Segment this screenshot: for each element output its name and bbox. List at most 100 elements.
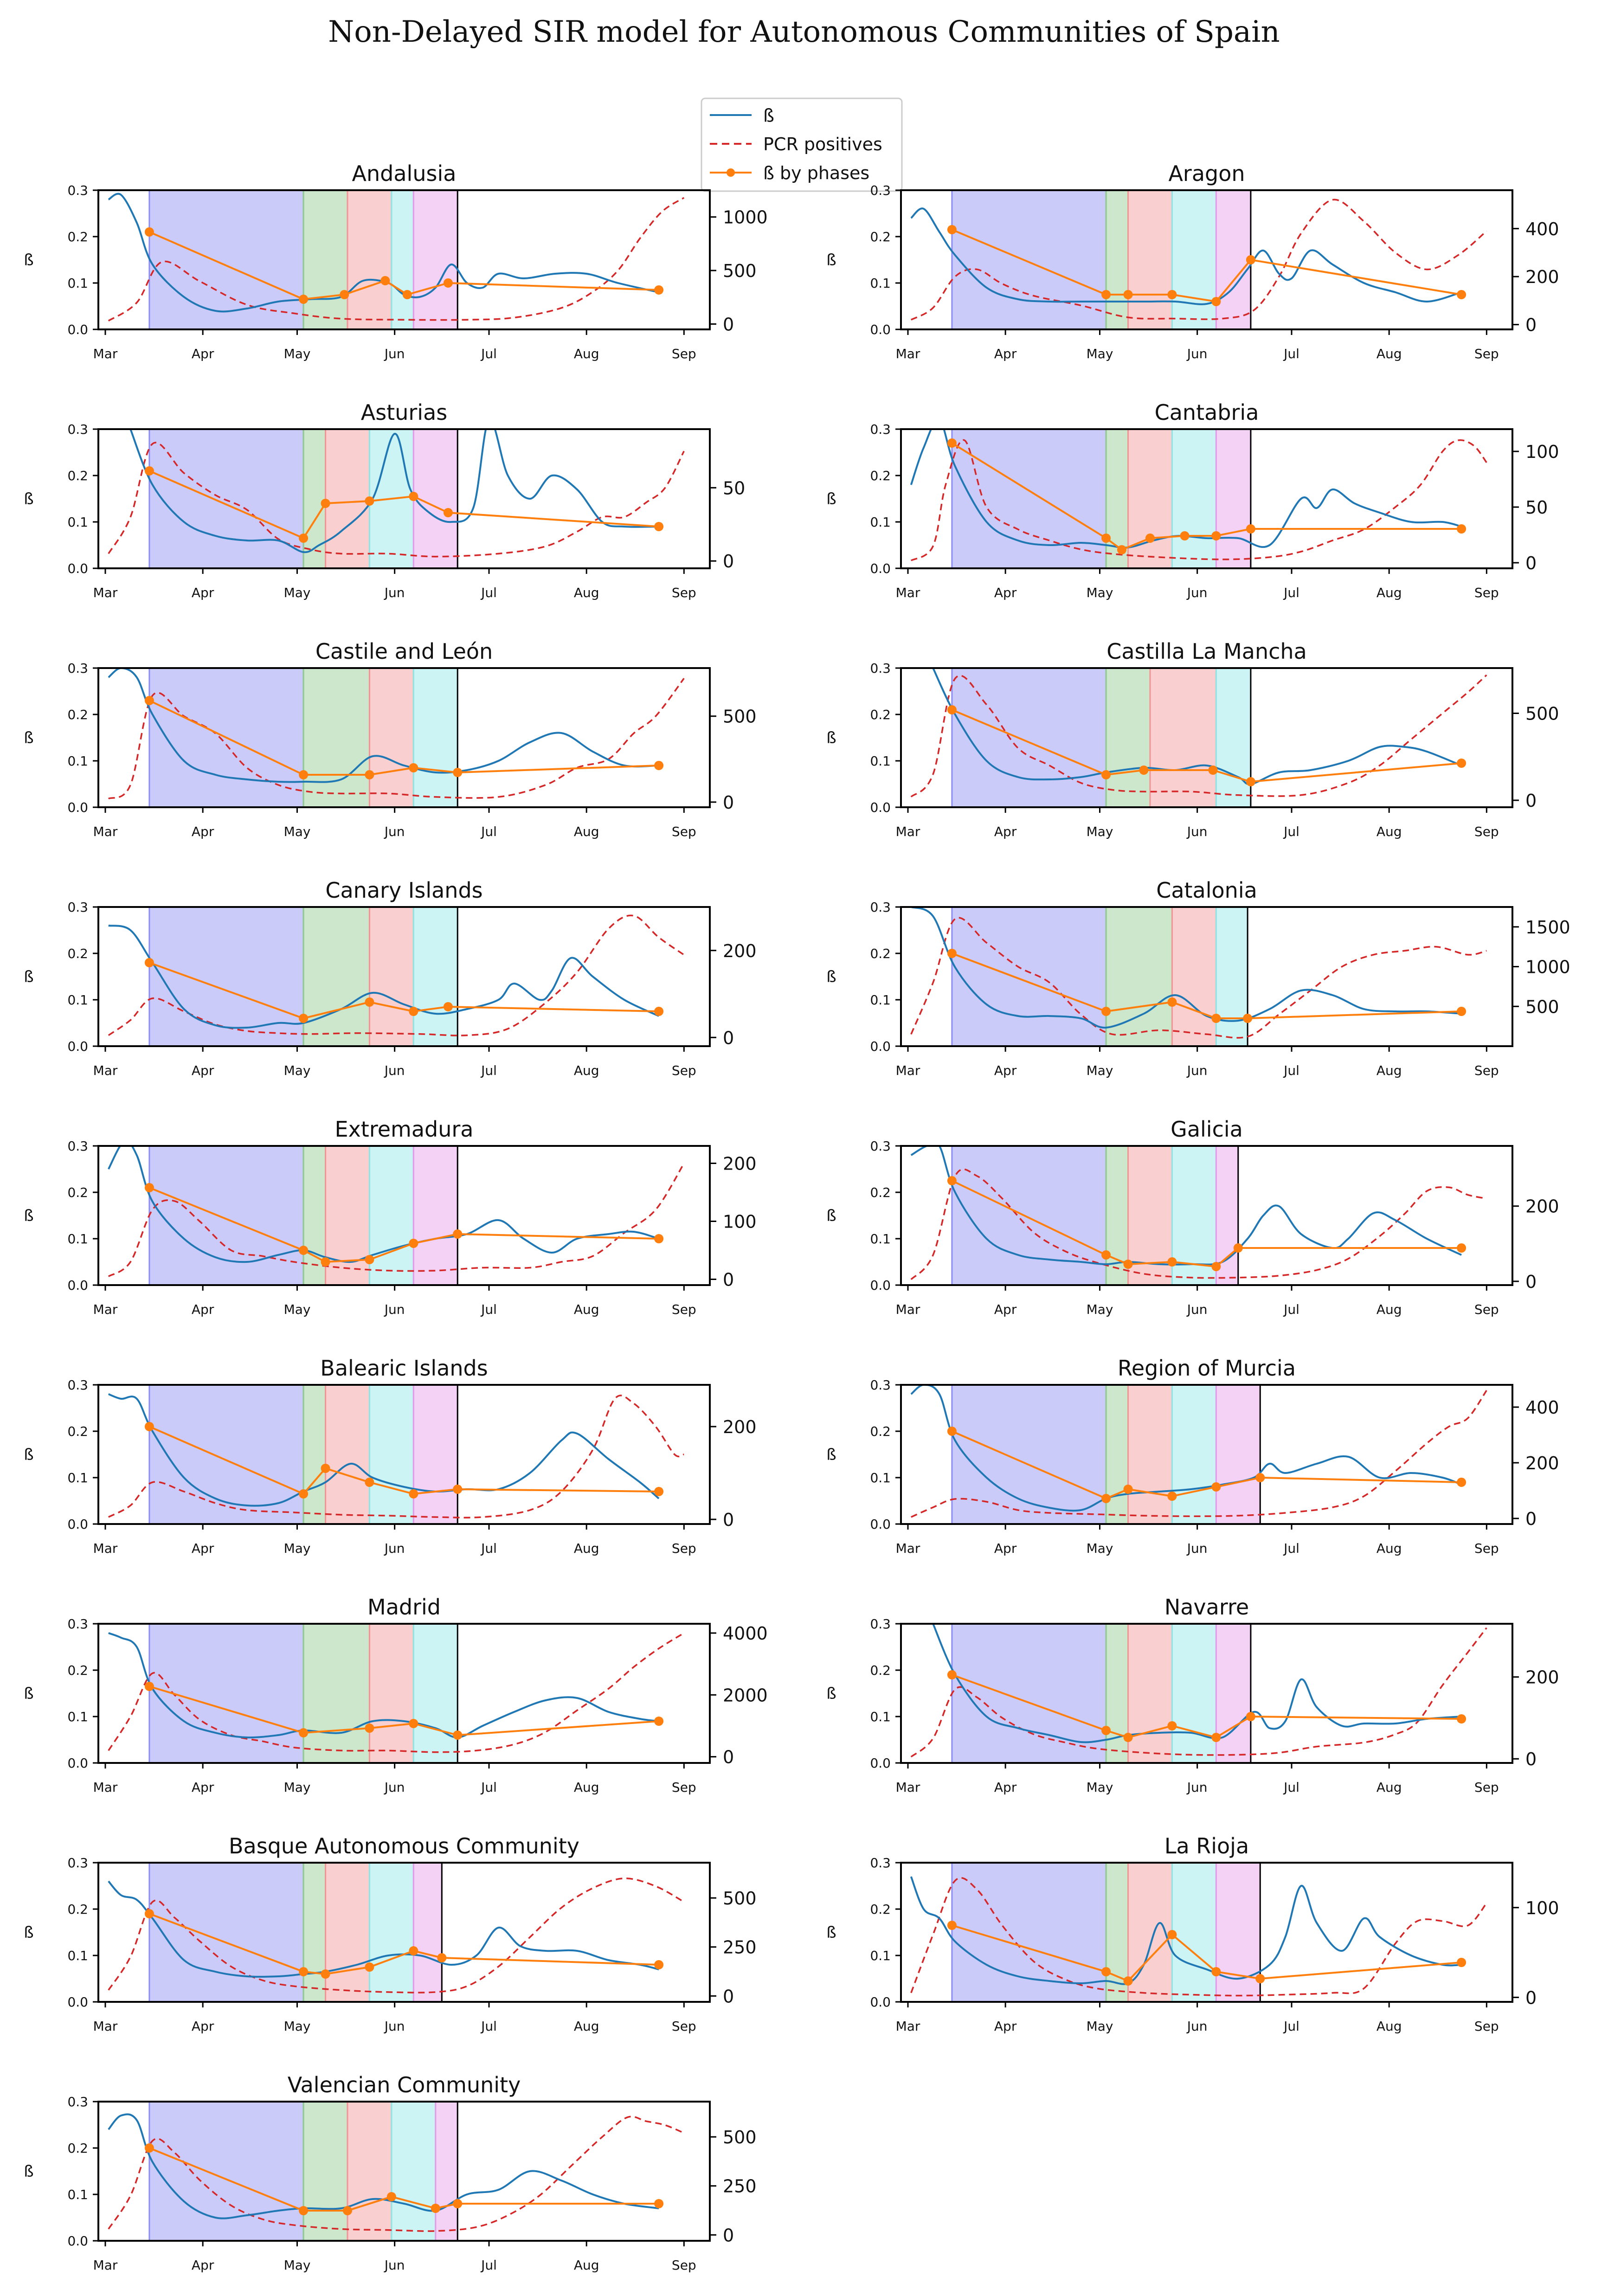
phase-point xyxy=(144,1682,154,1691)
phase-point xyxy=(947,1176,957,1185)
y2-tick-label: 100 xyxy=(1525,1898,1559,1918)
y-tick-label: 0.3 xyxy=(870,661,891,676)
y2-tick-label: 200 xyxy=(723,1154,757,1174)
phase-band xyxy=(1127,428,1173,569)
phase-point xyxy=(453,1229,463,1239)
phase-band xyxy=(1171,1384,1217,1525)
phase-point xyxy=(144,2143,154,2153)
y2-tick-label: 0 xyxy=(723,1028,734,1048)
x-tick-label: Aug xyxy=(1376,824,1402,839)
y-tick-label: 0.3 xyxy=(870,422,891,437)
y-tick-label: 0.1 xyxy=(870,1470,891,1486)
legend-phases-marker xyxy=(727,168,735,177)
y-axis-label: ß xyxy=(826,1685,836,1703)
phase-point xyxy=(321,1464,330,1473)
y-tick-label: 0.1 xyxy=(67,276,88,291)
legend-phases-label: ß by phases xyxy=(763,163,869,183)
y-tick-label: 0.0 xyxy=(67,2233,88,2249)
figure-title: Non-Delayed SIR model for Autonomous Com… xyxy=(328,15,1280,49)
y-tick-label: 0.0 xyxy=(870,561,891,576)
phase-point xyxy=(654,285,664,295)
phase-point xyxy=(947,1921,957,1930)
phase-band xyxy=(1215,1384,1261,1525)
x-tick-label: Jul xyxy=(480,824,497,839)
panel-frame xyxy=(900,1384,1513,1525)
y2-tick-label: 0 xyxy=(723,1747,734,1768)
phase-point xyxy=(654,761,664,770)
phase-point xyxy=(365,1255,374,1264)
phase-band xyxy=(1215,428,1252,569)
y-tick-label: 0.3 xyxy=(67,422,88,437)
phase-point xyxy=(321,499,330,508)
phase-point xyxy=(453,1730,463,1740)
phase-point xyxy=(1167,1492,1177,1501)
x-tick-label: Jun xyxy=(384,1302,405,1317)
x-tick-label: May xyxy=(1087,585,1113,600)
phase-band xyxy=(148,189,304,330)
y2-tick-label: 100 xyxy=(1525,442,1559,462)
x-tick-label: Apr xyxy=(192,2019,214,2034)
phase-band xyxy=(951,1145,1107,1286)
x-tick-label: Mar xyxy=(93,1541,118,1556)
phase-band xyxy=(412,1862,443,2003)
pcr-series-line xyxy=(108,442,685,558)
phase-band xyxy=(1215,189,1252,330)
phase-point xyxy=(299,1246,309,1255)
x-tick-label: May xyxy=(1087,1780,1113,1795)
phase-band xyxy=(1171,906,1217,1047)
x-tick-label: Aug xyxy=(1376,1302,1402,1317)
y2-tick-label: 0 xyxy=(723,1270,734,1290)
y-tick-label: 0.3 xyxy=(870,900,891,915)
phase-point xyxy=(1180,531,1190,540)
x-tick-label: Jul xyxy=(480,1063,497,1078)
phase-band xyxy=(1171,1862,1217,2003)
phase-point xyxy=(654,2199,664,2208)
y-tick-label: 0.0 xyxy=(870,1756,891,1771)
phase-band xyxy=(1171,1623,1217,1764)
x-tick-label: Sep xyxy=(1474,824,1499,839)
y2-tick-label: 200 xyxy=(1525,1453,1559,1473)
y2-tick-label: 500 xyxy=(723,261,757,281)
phase-point xyxy=(365,1724,374,1733)
phase-band xyxy=(951,189,1107,330)
x-tick-label: Mar xyxy=(93,1063,118,1078)
panel-title: Galicia xyxy=(1171,1117,1243,1142)
beta-series-line xyxy=(108,1393,660,1507)
x-tick-label: Sep xyxy=(1474,1541,1499,1556)
pcr-series-line xyxy=(910,1627,1487,1758)
phase-band xyxy=(951,1623,1107,1764)
phase-band xyxy=(1127,189,1173,330)
beta-series-line xyxy=(108,2113,659,2219)
phase-point xyxy=(1211,1014,1221,1023)
phase-point xyxy=(437,1953,447,1962)
y-tick-label: 0.0 xyxy=(870,1994,891,2010)
phase-point xyxy=(1211,1733,1221,1742)
phase-point xyxy=(1211,1482,1221,1492)
x-tick-label: Jun xyxy=(1186,1780,1208,1795)
y-tick-label: 0.1 xyxy=(870,992,891,1008)
phase-series-line xyxy=(149,700,659,776)
phase-point xyxy=(947,225,957,234)
x-tick-label: Apr xyxy=(192,1063,214,1078)
x-tick-label: Jul xyxy=(1283,585,1299,600)
phase-series-line xyxy=(952,709,1462,783)
phase-point xyxy=(654,1234,664,1243)
y2-tick-label: 500 xyxy=(723,707,757,727)
y-tick-label: 0.1 xyxy=(67,1709,88,1724)
y-tick-label: 0.3 xyxy=(67,900,88,915)
y-tick-label: 0.2 xyxy=(870,707,891,722)
panel-title: Andalusia xyxy=(352,161,457,186)
panel-valencian-community: Valencian Community 0.0 0.1 0.2 0.3 ß 0 250 500 M… xyxy=(24,2072,756,2273)
phase-point xyxy=(1167,997,1177,1007)
panel-frame xyxy=(97,667,711,808)
y2-tick-label: 0 xyxy=(723,1510,734,1530)
x-tick-label: Sep xyxy=(1474,1780,1499,1795)
y-tick-label: 0.0 xyxy=(67,1039,88,1054)
phase-band xyxy=(1127,1384,1173,1525)
phase-point xyxy=(1167,1257,1177,1267)
x-tick-label: Mar xyxy=(93,1780,118,1795)
phase-point xyxy=(1457,1958,1466,1967)
x-tick-label: Jun xyxy=(1186,2019,1208,2034)
phase-point xyxy=(947,1427,957,1436)
y2-tick-label: 400 xyxy=(1525,219,1559,239)
